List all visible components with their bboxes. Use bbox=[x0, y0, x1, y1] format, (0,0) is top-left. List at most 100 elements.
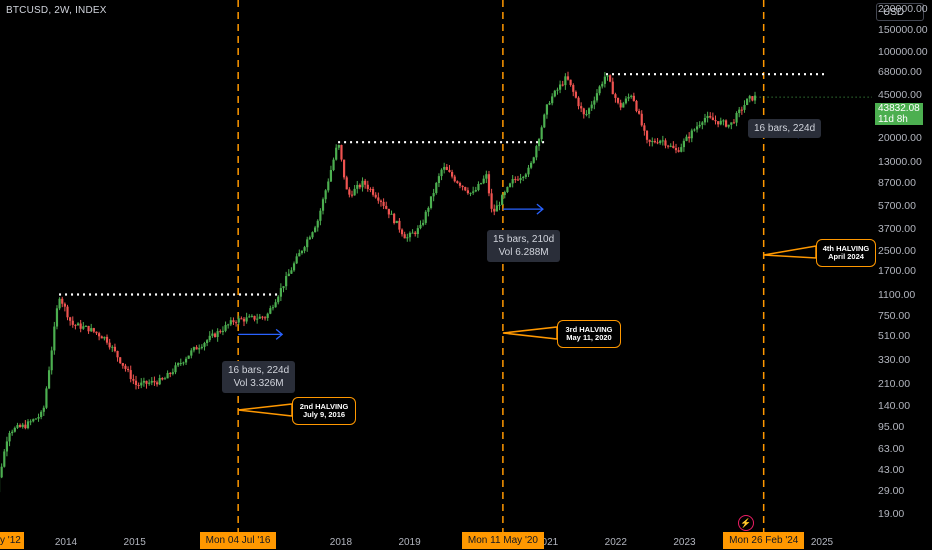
candle-body bbox=[113, 346, 117, 352]
candle-body bbox=[466, 190, 469, 194]
candle-body bbox=[677, 150, 680, 152]
candle-body bbox=[111, 346, 114, 348]
candle-body bbox=[448, 169, 451, 172]
candle-body bbox=[190, 350, 193, 356]
last-price-value: 43832.08 bbox=[878, 103, 920, 114]
candle-body bbox=[732, 122, 736, 124]
candle-body bbox=[653, 141, 657, 143]
candle-body bbox=[295, 256, 298, 264]
bars-volume: Vol 6.288M bbox=[498, 247, 549, 258]
candle-body bbox=[203, 342, 206, 347]
candle-body bbox=[609, 75, 612, 82]
candle-body bbox=[432, 193, 435, 197]
candle-body bbox=[277, 296, 280, 303]
candle-body bbox=[748, 96, 751, 99]
candle-body bbox=[287, 273, 290, 277]
arrow-head bbox=[536, 203, 544, 215]
candle-body bbox=[121, 363, 124, 366]
bars-range-label-2024[interactable]: 16 bars, 224d bbox=[748, 119, 822, 138]
x-tick-label: 2018 bbox=[329, 537, 353, 548]
candle-body bbox=[717, 121, 720, 125]
candle-body bbox=[751, 96, 754, 101]
candle-body bbox=[514, 179, 517, 181]
lightning-icon[interactable]: ⚡ bbox=[738, 515, 754, 531]
candle-body bbox=[184, 358, 188, 363]
y-tick-label: 45000.00 bbox=[878, 88, 922, 101]
candle-body bbox=[211, 333, 214, 336]
candle-body bbox=[300, 250, 304, 254]
candle-body bbox=[611, 81, 614, 95]
candle-body bbox=[319, 210, 322, 221]
candle-body bbox=[508, 183, 512, 187]
candle-body bbox=[248, 316, 251, 318]
candle-body bbox=[464, 187, 467, 191]
candle-body bbox=[574, 91, 577, 98]
candle-body bbox=[558, 84, 562, 90]
symbol-title[interactable]: BTCUSD, 2W, INDEX bbox=[6, 5, 107, 16]
candle-body bbox=[192, 347, 196, 351]
y-tick-label: 13000.00 bbox=[878, 155, 922, 168]
candle-body bbox=[153, 380, 156, 383]
candle-body bbox=[661, 140, 664, 142]
candle-body bbox=[616, 97, 620, 103]
candle-body bbox=[532, 157, 535, 163]
candle-body bbox=[174, 365, 177, 373]
x-tick-label: 2023 bbox=[673, 537, 696, 548]
candle-body bbox=[74, 324, 77, 326]
candle-body bbox=[350, 194, 354, 196]
candle-body bbox=[580, 106, 583, 109]
candle-body bbox=[82, 326, 85, 329]
currency-selector[interactable]: USD bbox=[876, 3, 924, 21]
candle-body bbox=[348, 189, 351, 195]
candle-body bbox=[461, 185, 464, 188]
candle-body bbox=[680, 147, 683, 152]
candle-body bbox=[416, 228, 419, 235]
y-tick-label: 20000.00 bbox=[878, 132, 922, 145]
candle-body bbox=[403, 234, 406, 239]
candle-body bbox=[429, 196, 433, 208]
candle-body bbox=[227, 324, 230, 326]
candle-body bbox=[366, 184, 369, 189]
callout-pointer bbox=[238, 403, 293, 417]
candle-body bbox=[234, 322, 238, 324]
candle-body bbox=[271, 307, 275, 309]
candle-body bbox=[598, 86, 601, 94]
halving-3-callout[interactable]: 3rd HALVING May 11, 2020 bbox=[557, 320, 621, 348]
candle-body bbox=[245, 317, 248, 322]
candle-body bbox=[177, 363, 180, 366]
candle-body bbox=[34, 418, 37, 420]
x-tick-label: 2021 bbox=[535, 537, 559, 548]
halving-2-callout[interactable]: 2nd HALVING July 9, 2016 bbox=[292, 397, 356, 425]
candle-body bbox=[569, 79, 572, 85]
candle-body bbox=[443, 166, 446, 170]
candle-body bbox=[427, 207, 430, 212]
candle-body bbox=[688, 136, 691, 139]
candle-body bbox=[100, 336, 103, 339]
candle-body bbox=[669, 145, 672, 147]
candle-body bbox=[643, 125, 646, 131]
bars-range-label-2016[interactable]: 16 bars, 224d Vol 3.326M bbox=[222, 361, 296, 393]
bars-range-label-2020[interactable]: 15 bars, 210d Vol 6.288M bbox=[487, 230, 561, 262]
candle-body bbox=[435, 182, 438, 194]
candle-body bbox=[269, 308, 272, 314]
candle-body bbox=[450, 171, 454, 177]
candle-body bbox=[84, 325, 88, 327]
candle-body bbox=[87, 325, 90, 332]
last-price-tag: 43832.08 11d 8h bbox=[875, 103, 923, 125]
candle-body bbox=[400, 229, 404, 235]
y-tick-label: 140.00 bbox=[878, 400, 911, 413]
candle-body bbox=[69, 317, 72, 321]
candle-body bbox=[40, 411, 43, 418]
candle-body bbox=[337, 144, 340, 148]
candle-body bbox=[298, 253, 301, 257]
y-tick-label: 29.00 bbox=[878, 485, 905, 498]
candle-body bbox=[179, 363, 182, 365]
candle-body bbox=[274, 302, 277, 308]
candle-body bbox=[595, 93, 599, 101]
candle-body bbox=[364, 180, 367, 185]
candle-body bbox=[743, 105, 746, 110]
halving-4-callout[interactable]: 4th HALVING April 2024 bbox=[816, 239, 876, 267]
candle-body bbox=[224, 325, 227, 331]
